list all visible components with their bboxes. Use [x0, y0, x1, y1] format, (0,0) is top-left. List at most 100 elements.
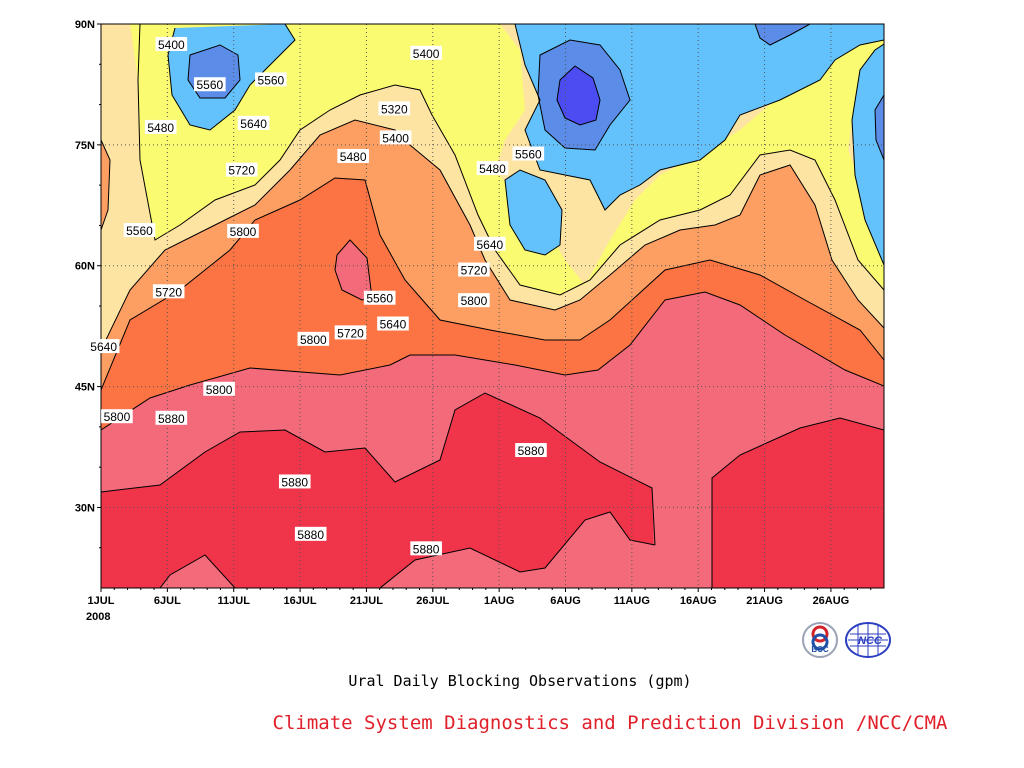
x-tick-label: 16AUG [680, 595, 717, 607]
x-axis: 1JUL 6JUL 11JUL 16JUL 21JUL 26JUL 1AUG 6AUG 11AU… [88, 588, 872, 607]
fill-5800-5880-bottom [380, 512, 655, 588]
svg-text:5720: 5720 [155, 285, 182, 299]
contour-line-5320 [556, 65, 601, 126]
fill-5480-5560 [130, 24, 884, 295]
svg-text:5880: 5880 [518, 444, 545, 458]
contour-label: 5400 [379, 130, 412, 145]
svg-text:5560: 5560 [366, 292, 393, 306]
fill-5400-5480-island [505, 170, 562, 255]
x-tick-label: 1AUG [484, 595, 515, 607]
svg-text:5640: 5640 [380, 318, 407, 332]
contour-label: 5720 [152, 284, 185, 299]
x-tick-label: 1JUL [88, 595, 115, 607]
contour-label: 5560 [194, 77, 226, 92]
contour-label: 5720 [225, 162, 258, 178]
svg-text:5720: 5720 [461, 264, 488, 278]
svg-text:5560: 5560 [258, 73, 285, 87]
contour-label: 5880 [515, 443, 547, 458]
svg-text:5400: 5400 [413, 47, 440, 61]
contour-lines [101, 24, 884, 588]
contour-line-5560-left [101, 139, 111, 231]
contour-line-5480 [167, 24, 296, 131]
fill-5800-pocket [335, 240, 372, 300]
contour-label: 5880 [294, 526, 327, 542]
contour-line-5800 [101, 291, 884, 431]
svg-text:5480: 5480 [147, 121, 174, 135]
fill-5400-5480-right [852, 44, 884, 265]
svg-text:5720: 5720 [228, 164, 255, 178]
grid [101, 24, 884, 588]
contour-label: 5400 [155, 36, 188, 52]
fill-5800-5880-bottom-left [160, 555, 235, 588]
contour-line-5400-right [874, 94, 884, 161]
x-tick-label: 16JUL [284, 595, 317, 607]
y-tick-label: 75N [75, 140, 95, 152]
svg-text:5400: 5400 [158, 38, 185, 52]
y-tick-label: 90N [75, 19, 95, 31]
footer-credit: Climate System Diagnostics and Predictio… [272, 712, 948, 734]
svg-text:5320: 5320 [381, 102, 408, 116]
contour-label: 5640 [87, 339, 120, 354]
svg-text:5880: 5880 [297, 528, 324, 542]
x-axis-year-label: 2008 [86, 611, 110, 623]
svg-text:5640: 5640 [476, 238, 503, 252]
x-tick-label: 21JUL [350, 595, 383, 607]
contour-label: 5640 [377, 316, 409, 332]
contour-line-5720 [101, 177, 884, 391]
contour-labels: 5400 5560 5560 5480 5640 5720 5560 5800 5720 5640… [87, 36, 547, 556]
svg-text:5800: 5800 [461, 294, 488, 308]
contour-label: 5480 [476, 161, 509, 176]
contour-line-5480-mid [514, 24, 884, 211]
contour-line-5880 [101, 392, 656, 546]
svg-text:5800: 5800 [104, 410, 131, 424]
x-tick-label: 26AUG [813, 595, 850, 607]
contour-label: 5800 [101, 409, 133, 424]
y-tick-label: 60N [75, 261, 95, 273]
contour-label: 5880 [155, 410, 188, 426]
contour-line-5480-island [504, 169, 563, 256]
contour-label: 5480 [144, 119, 177, 135]
contour-label: 5400 [410, 45, 442, 61]
x-tick-label: 11AUG [614, 595, 650, 607]
contour-label: 5800 [297, 331, 330, 347]
svg-text:5800: 5800 [300, 333, 327, 347]
svg-text:5880: 5880 [158, 412, 185, 426]
svg-text:BCC: BCC [811, 645, 829, 654]
contour-label: 5880 [278, 474, 311, 489]
contour-line-5400-mid [537, 39, 631, 151]
svg-text:5880: 5880 [281, 475, 308, 489]
fill-5320-5400-topright [755, 24, 810, 45]
contour-line-5560 [137, 24, 884, 296]
contour-label: 5720 [458, 262, 490, 278]
contour-line-5880-right [711, 417, 884, 588]
y-tick-label: 30N [75, 502, 95, 514]
svg-text:5480: 5480 [479, 162, 506, 176]
contour-fills [101, 24, 884, 588]
svg-text:5560: 5560 [515, 148, 542, 162]
x-tick-label: 11JUL [218, 595, 251, 607]
contour-label: 5480 [337, 148, 369, 164]
contour-line-5400-topright [754, 24, 811, 46]
ncc-logo: NCC [845, 622, 891, 658]
svg-text:5400: 5400 [382, 131, 409, 145]
contour-label: 5320 [378, 101, 411, 116]
svg-text:5640: 5640 [240, 117, 267, 131]
contour-label: 5800 [203, 381, 235, 397]
contour-label: 5560 [255, 72, 287, 87]
contour-label: 5800 [458, 293, 490, 308]
svg-text:5800: 5800 [230, 225, 257, 239]
svg-text:5480: 5480 [340, 150, 367, 164]
x-tick-label: 26JUL [416, 595, 449, 607]
x-tick-label: 6JUL [154, 595, 181, 607]
contour-label: 5640 [237, 115, 270, 131]
contour-label: 5640 [474, 236, 506, 252]
contour-line-5880-bottom [379, 511, 656, 588]
bcc-logo: BCC [802, 622, 838, 658]
svg-text:5880: 5880 [413, 542, 440, 556]
svg-text:5560: 5560 [126, 224, 153, 238]
x-tick-label: 6AUG [550, 595, 581, 607]
fill-below-5320 [557, 66, 600, 125]
contour-line-5480-right [851, 43, 884, 266]
svg-text:5560: 5560 [196, 78, 223, 92]
